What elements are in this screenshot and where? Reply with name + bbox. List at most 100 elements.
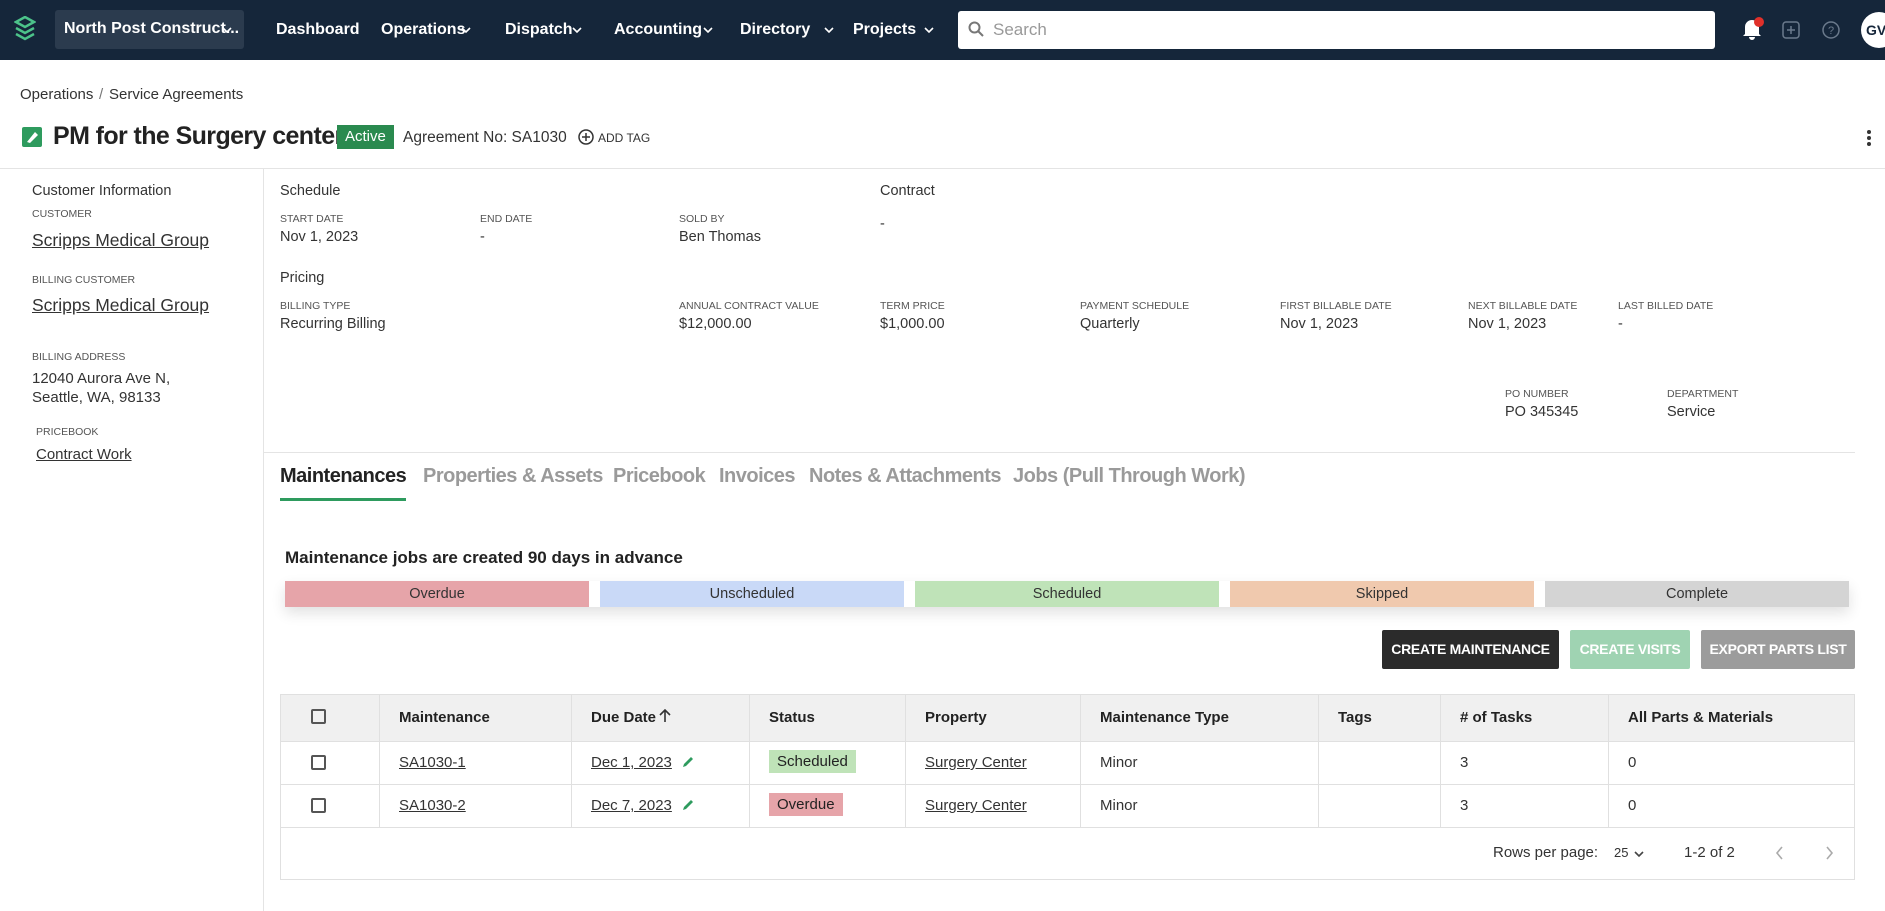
field-value: - (480, 229, 485, 245)
breadcrumb-item[interactable]: Operations (20, 86, 94, 103)
cell: 0 (1628, 754, 1637, 771)
avatar[interactable]: GV (1861, 12, 1885, 48)
help-button[interactable]: ? (1821, 20, 1841, 40)
add-tag[interactable]: ADD TAG (598, 131, 651, 145)
maintenance-notice: Maintenance jobs are created 90 days in … (285, 548, 683, 567)
breadcrumb-item[interactable]: Service Agreements (109, 86, 244, 103)
nav-chevron[interactable] (703, 26, 713, 34)
tab[interactable]: Invoices (719, 465, 796, 487)
nav-item[interactable]: Projects (853, 21, 917, 38)
sort-indicator[interactable] (659, 709, 671, 723)
column-divider (749, 695, 750, 827)
column-divider (1318, 695, 1319, 827)
page-title: PM for the Surgery center (53, 122, 344, 150)
field-value: Nov 1, 2023 (1468, 316, 1547, 332)
legend-item: Overdue (285, 581, 589, 607)
column-header[interactable]: Maintenance (399, 709, 490, 726)
legend-item: Scheduled (915, 581, 1219, 607)
field-label: BILLING ADDRESS (32, 351, 126, 363)
column-header[interactable]: # of Tasks (1460, 709, 1533, 726)
column-header[interactable]: Tags (1338, 709, 1372, 726)
status-badge: Active (337, 125, 394, 149)
field-value: Ben Thomas (679, 229, 761, 245)
nav-item[interactable]: Accounting (614, 21, 702, 38)
table (280, 694, 1855, 880)
tab[interactable]: Properties & Assets (423, 465, 603, 487)
add-button[interactable] (1781, 20, 1801, 40)
rows-per-page-chevron[interactable] (1634, 850, 1644, 858)
status-badge: Overdue (769, 793, 843, 816)
column-header[interactable]: Due Date (591, 709, 657, 726)
button[interactable]: CREATE MAINTENANCE (1382, 630, 1559, 669)
org-name[interactable]: North Post Construct... (64, 20, 240, 37)
field-value: $1,000.00 (880, 316, 945, 332)
rows-per-page-label: Rows per page: (1493, 844, 1599, 861)
legend-item: Complete (1545, 581, 1849, 607)
column-header[interactable]: Property (925, 709, 987, 726)
field-label: DEPARTMENT (1667, 388, 1739, 400)
add-tag-icon[interactable] (578, 129, 594, 145)
prev-page[interactable] (1774, 845, 1786, 861)
legend-item: Skipped (1230, 581, 1534, 607)
cell-link[interactable]: SA1030-1 (399, 754, 466, 771)
cell-link[interactable]: Surgery Center (925, 797, 1027, 814)
next-page[interactable] (1824, 845, 1836, 861)
field-label: CUSTOMER (32, 208, 92, 220)
checkbox[interactable] (311, 798, 326, 813)
cell: 3 (1460, 754, 1469, 771)
section-heading: Schedule (280, 183, 341, 199)
button[interactable]: EXPORT PARTS LIST (1701, 630, 1855, 669)
tab-indicator (280, 498, 406, 501)
org-chevron[interactable] (222, 26, 232, 34)
cell: Minor (1100, 797, 1138, 814)
nav-item[interactable]: Directory (740, 21, 811, 38)
notifications[interactable] (1740, 16, 1764, 42)
nav-item[interactable]: Dispatch (505, 21, 573, 38)
org-switcher[interactable] (55, 10, 244, 49)
nav-item[interactable]: Operations (381, 21, 466, 38)
avatar-initials: GV (1866, 22, 1885, 38)
more-menu[interactable] (1864, 128, 1874, 148)
tab[interactable]: Jobs (Pull Through Work) (1013, 465, 1246, 487)
logo[interactable] (14, 16, 36, 42)
edit-icon[interactable] (681, 798, 695, 812)
checkbox[interactable] (311, 709, 326, 724)
customer-link[interactable]: Scripps Medical Group (32, 230, 210, 250)
row-divider (281, 784, 1854, 785)
column-header[interactable]: Status (769, 709, 815, 726)
tab[interactable]: Pricebook (613, 465, 706, 487)
cell: 0 (1628, 797, 1637, 814)
column-header[interactable]: Maintenance Type (1100, 709, 1229, 726)
nav-chevron[interactable] (572, 26, 582, 34)
customer-link[interactable]: Scripps Medical Group (32, 295, 210, 315)
field-value: Service (1667, 404, 1716, 420)
button[interactable]: CREATE VISITS (1570, 630, 1690, 669)
column-divider (1440, 695, 1441, 827)
nav-chevron[interactable] (824, 26, 834, 34)
column-header[interactable]: All Parts & Materials (1628, 709, 1774, 726)
field-value: 12040 Aurora Ave N, Seattle, WA, 98133 (32, 370, 171, 406)
field-value: Nov 1, 2023 (280, 229, 359, 245)
cell-link[interactable]: Surgery Center (925, 754, 1027, 771)
checkbox[interactable] (311, 755, 326, 770)
cell-link[interactable]: Dec 1, 2023 (591, 754, 672, 771)
field-value: $12,000.00 (679, 316, 752, 332)
field-label: LAST BILLED DATE (1618, 300, 1714, 312)
tab[interactable]: Maintenances (280, 465, 407, 487)
tab[interactable]: Notes & Attachments (809, 465, 1002, 487)
nav-chevron[interactable] (461, 26, 471, 34)
field-label: END DATE (480, 213, 533, 225)
divider (264, 452, 1855, 453)
field-label: BILLING CUSTOMER (32, 274, 136, 286)
section-heading: Customer Information (32, 183, 172, 199)
search-box[interactable] (958, 11, 1715, 49)
cell-link[interactable]: SA1030-2 (399, 797, 466, 814)
search-placeholder[interactable]: Search (993, 20, 1047, 39)
cell-link[interactable]: Dec 7, 2023 (591, 797, 672, 814)
customer-link[interactable]: Contract Work (36, 446, 132, 463)
nav-item[interactable]: Dashboard (276, 21, 360, 38)
rows-per-page[interactable]: 25 (1614, 845, 1629, 860)
nav-chevron[interactable] (924, 26, 934, 34)
edit-icon[interactable] (681, 755, 695, 769)
section-heading: Contract (880, 183, 935, 199)
